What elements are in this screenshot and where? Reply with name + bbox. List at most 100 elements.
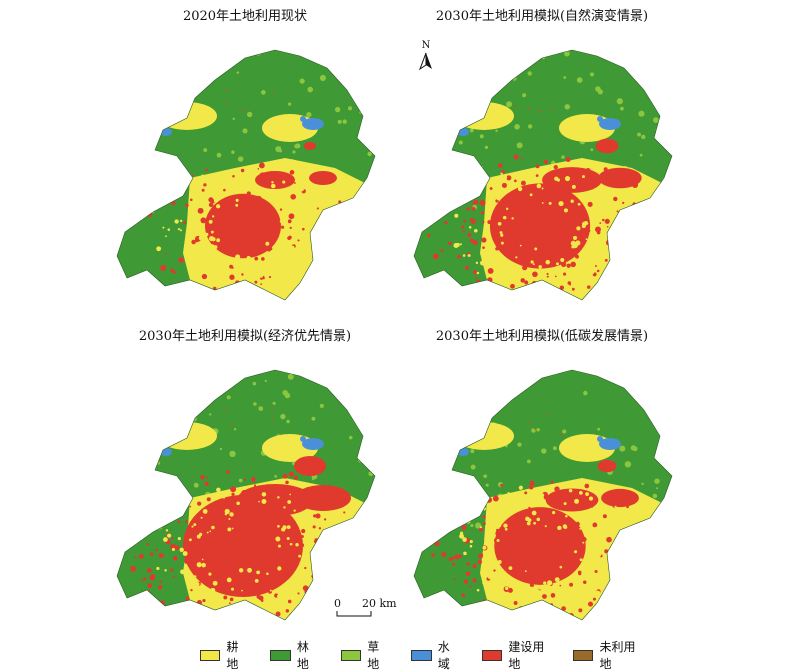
cropland-patch xyxy=(565,514,568,518)
built-up-patch xyxy=(451,562,456,566)
cropland-patch xyxy=(163,194,167,198)
cropland-patch xyxy=(283,506,286,509)
built-up-patch xyxy=(338,200,342,204)
cropland-patch xyxy=(506,180,510,183)
cropland-patch xyxy=(474,228,478,233)
built-up-patch xyxy=(208,197,214,203)
land-use-map xyxy=(116,369,376,621)
cropland-patch xyxy=(210,230,214,234)
grassland-patch xyxy=(295,143,301,149)
built-up-patch xyxy=(626,505,629,509)
cropland-patch xyxy=(216,487,221,493)
built-up-patch xyxy=(282,473,288,479)
built-up-patch xyxy=(543,494,550,500)
cropland-patch xyxy=(563,208,568,213)
cropland-patch xyxy=(488,515,492,519)
cropland-patch xyxy=(317,552,320,554)
built-up-patch xyxy=(483,603,486,606)
built-up-patch xyxy=(290,526,297,533)
built-up-patch xyxy=(634,217,637,220)
grassland-patch xyxy=(233,428,237,431)
legend-item: 林地 xyxy=(270,638,316,672)
land-use-map xyxy=(413,369,673,621)
built-up-patch xyxy=(231,266,234,269)
reservoir xyxy=(599,118,621,130)
built-up-patch xyxy=(440,249,444,252)
unused-land-patch xyxy=(271,419,274,422)
built-up-patch xyxy=(343,511,346,514)
built-up-patch xyxy=(272,581,278,588)
cropland-patch xyxy=(167,228,171,231)
built-up-patch xyxy=(268,583,271,586)
cropland-patch xyxy=(504,506,507,508)
cropland-patch xyxy=(229,512,234,517)
built-up-patch xyxy=(204,481,209,486)
cropland-patch xyxy=(507,492,510,495)
grassland-patch xyxy=(344,524,351,531)
built-up-patch xyxy=(149,574,156,581)
built-up-patch xyxy=(143,577,147,581)
cropland-patch xyxy=(282,180,286,184)
built-up-patch xyxy=(523,510,528,515)
built-up-patch xyxy=(215,511,222,518)
built-up-patch xyxy=(562,498,565,500)
built-up-patch xyxy=(253,545,257,549)
built-up-patch xyxy=(232,174,235,178)
grassland-patch xyxy=(156,197,159,200)
built-up-patch xyxy=(541,184,547,189)
built-up-patch xyxy=(592,597,596,601)
built-up-patch xyxy=(453,205,455,208)
built-up-patch xyxy=(164,252,167,255)
unused-land-patch xyxy=(243,108,246,112)
built-up-patch xyxy=(636,261,641,266)
built-up-patch xyxy=(266,540,272,546)
cropland-patch xyxy=(216,238,221,243)
built-up-patch xyxy=(527,548,531,552)
cropland-patch xyxy=(235,203,239,207)
grassland-patch xyxy=(536,427,540,432)
built-up-patch xyxy=(183,221,187,225)
built-up-patch xyxy=(224,249,231,255)
cropland-patch xyxy=(504,518,507,521)
cropland-patch xyxy=(538,265,542,269)
grassland-patch xyxy=(446,501,452,507)
built-up-patch xyxy=(202,553,208,558)
built-up-patch xyxy=(557,255,560,258)
cropland-patch xyxy=(284,207,290,212)
built-up-patch xyxy=(239,580,244,585)
built-up-patch xyxy=(574,254,579,259)
built-up-patch xyxy=(531,201,536,206)
built-up-patch xyxy=(268,275,272,279)
grassland-patch xyxy=(358,457,363,463)
cropland-patch xyxy=(555,577,560,582)
built-up-patch xyxy=(549,232,553,237)
grassland-patch xyxy=(178,163,181,166)
built-up-patch xyxy=(258,162,265,169)
cropland-patch xyxy=(484,566,487,568)
urban-cluster xyxy=(597,459,617,473)
built-up-patch xyxy=(159,600,166,606)
built-up-patch xyxy=(594,264,597,267)
cropland-patch xyxy=(277,544,281,548)
grassland-patch xyxy=(437,407,443,413)
cropland-patch xyxy=(523,607,529,612)
built-up-patch xyxy=(315,584,319,589)
built-up-patch xyxy=(523,572,529,578)
cropland-patch xyxy=(615,520,621,526)
built-up-patch xyxy=(300,534,304,538)
cropland-patch xyxy=(470,182,475,187)
grassland-patch xyxy=(311,416,316,421)
built-up-patch xyxy=(151,499,157,505)
built-up-patch xyxy=(233,564,240,571)
cropland-patch xyxy=(497,526,500,530)
cropland-patch xyxy=(556,178,561,182)
grassland-patch xyxy=(527,71,532,76)
built-up-patch xyxy=(622,546,625,549)
built-up-patch xyxy=(521,157,524,160)
north-arrow: N xyxy=(416,40,436,72)
built-up-patch xyxy=(634,582,640,588)
cropland-patch xyxy=(587,523,590,527)
built-up-patch xyxy=(222,545,228,552)
built-up-patch xyxy=(319,251,323,255)
grassland-patch xyxy=(506,101,513,108)
